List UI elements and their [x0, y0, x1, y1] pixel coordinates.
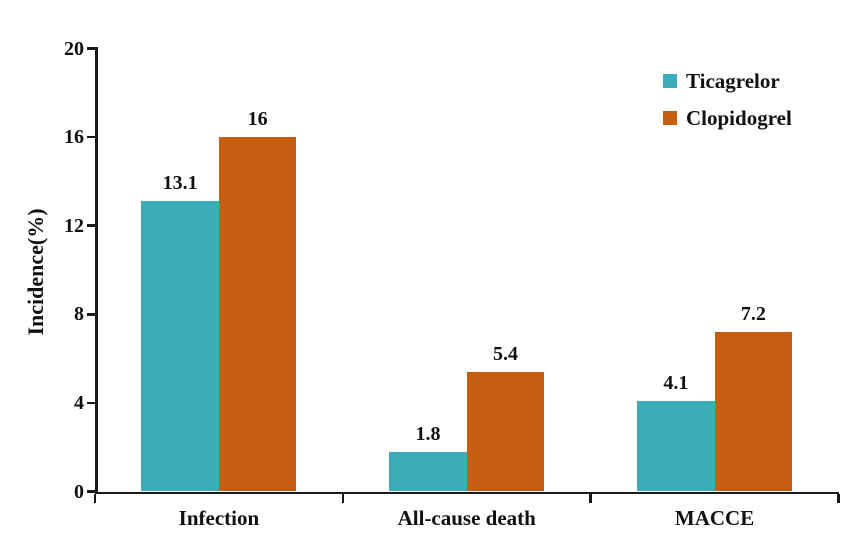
x-tick-1	[341, 494, 345, 503]
bar-clopidogrel-macce	[714, 332, 793, 492]
y-tick-20	[86, 47, 95, 50]
legend: Ticagrelor Clopidogrel	[663, 69, 792, 143]
value-label-clopidogrel-macce: 7.2	[740, 303, 766, 326]
y-tick-12	[86, 224, 95, 227]
y-axis-line	[95, 47, 98, 494]
y-tick-label-12: 12	[64, 214, 84, 237]
legend-item-ticagrelor: Ticagrelor	[663, 69, 792, 93]
bar-clopidogrel-all-cause-death	[466, 371, 545, 492]
category-label-infection: Infection	[178, 506, 260, 530]
legend-label-clopidogrel: Clopidogrel	[686, 106, 792, 130]
category-label-all-cause-death: All-cause death	[397, 506, 536, 530]
legend-swatch-clopidogrel	[663, 111, 677, 125]
y-tick-label-20: 20	[64, 37, 84, 60]
category-label-macce: MACCE	[674, 506, 755, 530]
value-label-clopidogrel-infection: 16	[247, 108, 268, 131]
x-tick-3	[837, 494, 840, 503]
value-label-clopidogrel-all-cause-death: 5.4	[493, 342, 518, 365]
y-tick-16	[86, 135, 95, 139]
bar-clopidogrel-infection	[218, 137, 297, 492]
x-axis-line	[95, 491, 839, 494]
value-label-ticagrelor-all-cause-death: 1.8	[415, 422, 441, 445]
y-tick-0	[86, 490, 95, 493]
legend-label-ticagrelor: Ticagrelor	[686, 69, 780, 93]
y-tick-4	[86, 401, 95, 405]
bar-ticagrelor-all-cause-death	[389, 451, 467, 492]
bar-ticagrelor-infection	[141, 201, 219, 492]
value-label-ticagrelor-infection: 13.1	[162, 172, 198, 195]
y-tick-label-16: 16	[64, 126, 84, 149]
x-tick-2	[589, 494, 592, 503]
legend-swatch-ticagrelor	[663, 74, 677, 88]
value-label-ticagrelor-macce: 4.1	[663, 371, 689, 394]
y-tick-label-8: 8	[74, 303, 84, 326]
legend-item-clopidogrel: Clopidogrel	[663, 106, 792, 130]
y-axis-title: Incidence(%)	[23, 208, 48, 336]
x-tick-0	[93, 494, 97, 503]
y-tick-label-4: 4	[74, 391, 84, 414]
y-tick-8	[86, 313, 95, 316]
bar-ticagrelor-macce	[637, 400, 715, 492]
y-tick-label-0: 0	[74, 480, 84, 503]
